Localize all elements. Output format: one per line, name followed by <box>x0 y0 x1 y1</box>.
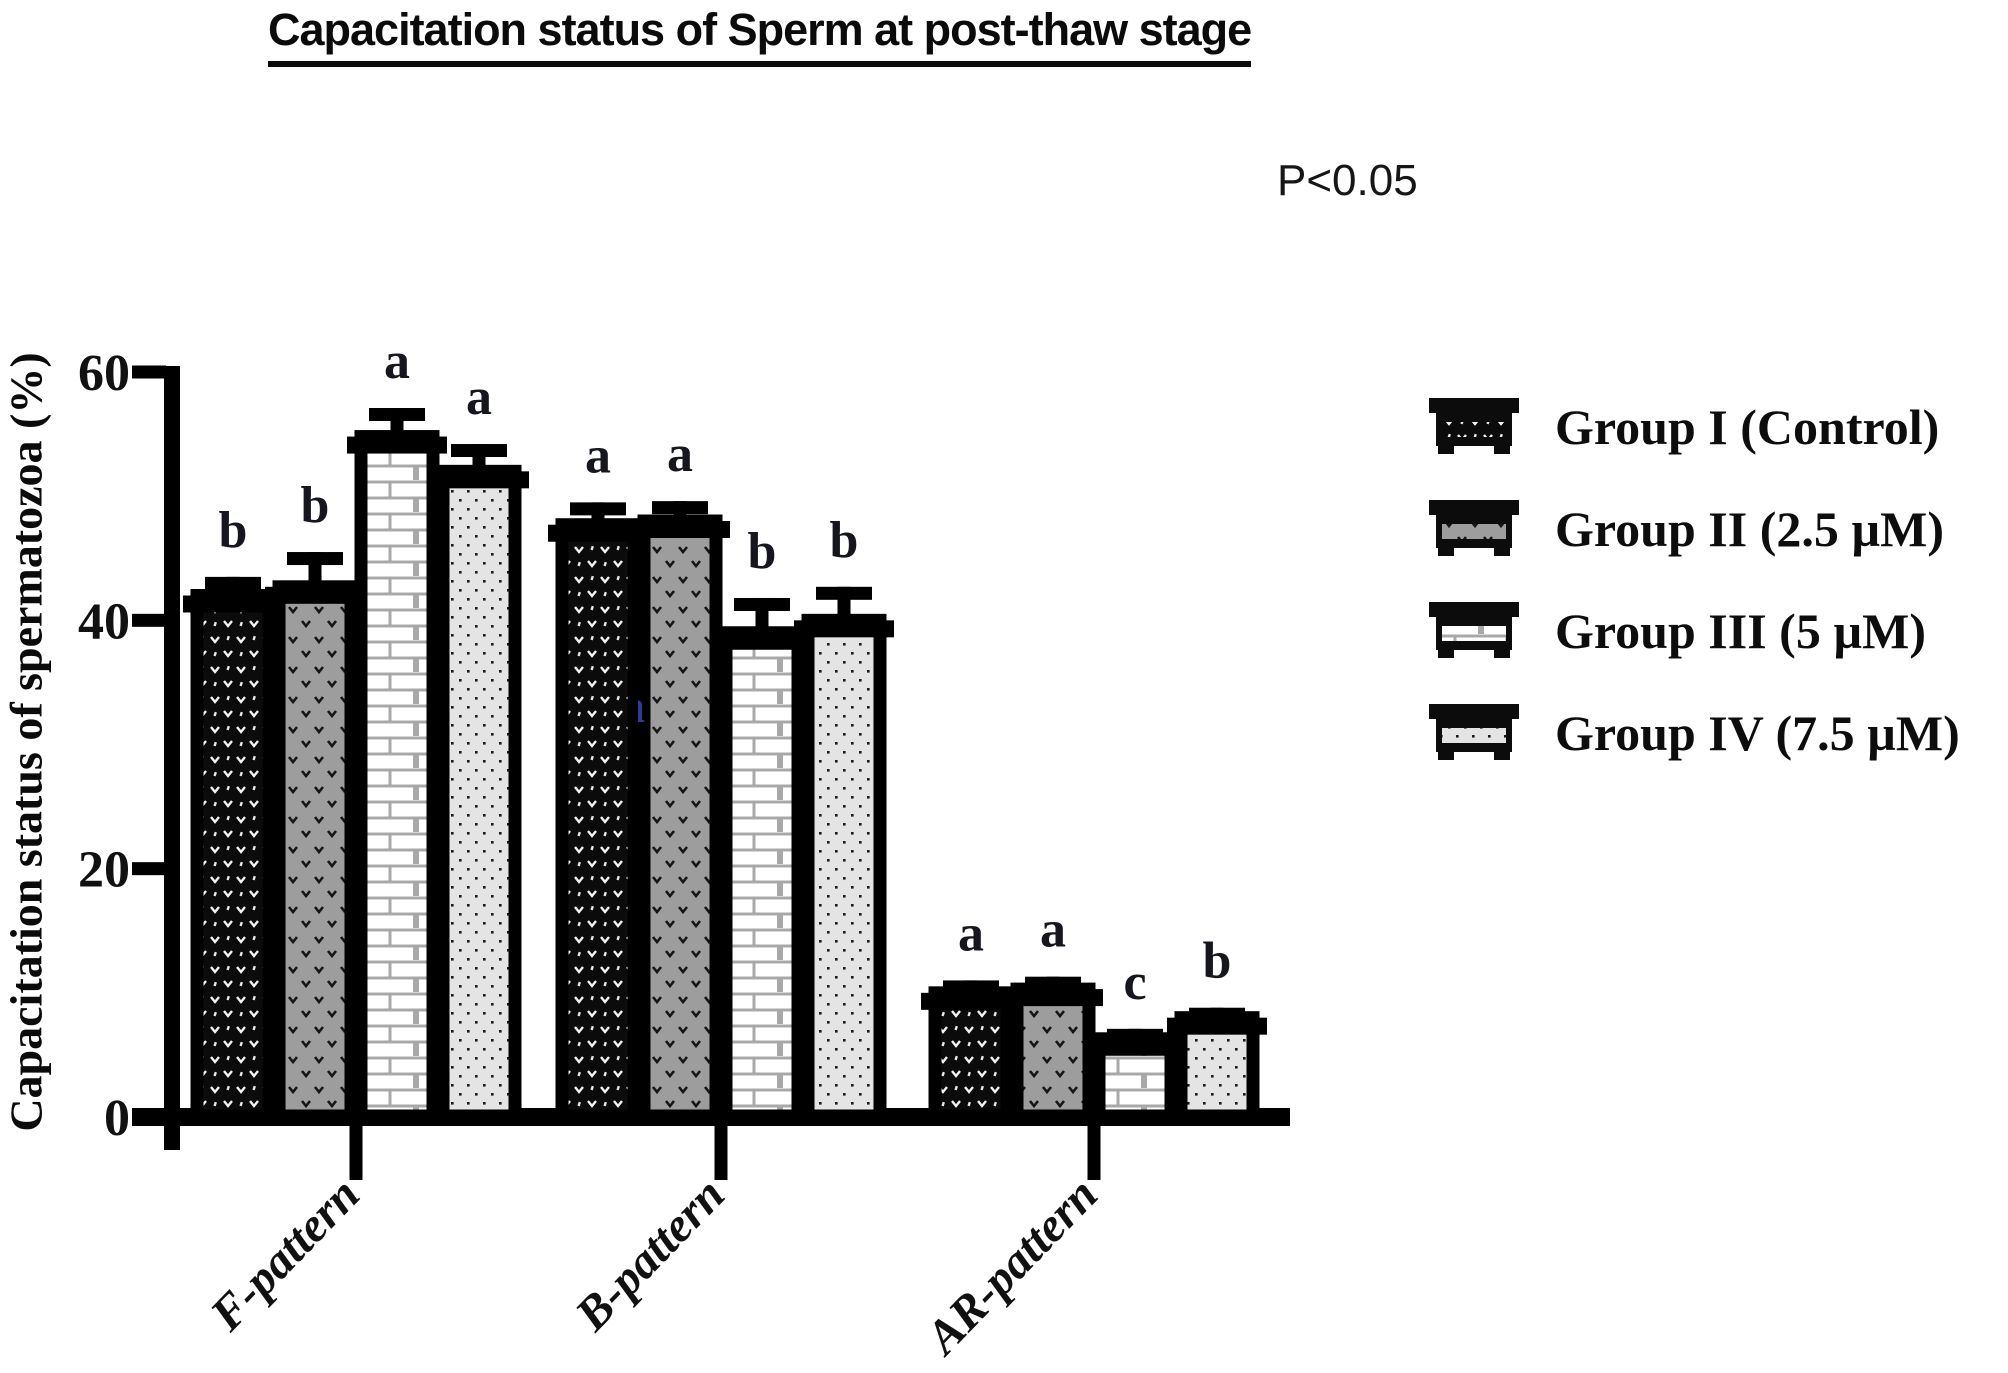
p-value-note: P<0.05 <box>1277 156 1418 205</box>
legend-item-2: Group II (2.5 µM) <box>1429 500 1960 558</box>
y-tick <box>132 365 166 379</box>
bar-AR-pattern-series-1 <box>921 980 1021 1123</box>
error-bar-cap <box>652 501 708 515</box>
category-label: B-pattern <box>565 1168 735 1342</box>
bar-top-cap <box>921 992 1021 1010</box>
y-tick <box>132 862 166 876</box>
bar-AR-pattern-series-4 <box>1167 1007 1267 1123</box>
legend-marker-white-brick-icon <box>1429 602 1519 658</box>
bar-AR-pattern-series-3 <box>1085 1028 1185 1123</box>
x-tick <box>714 1126 728 1180</box>
bar-fill <box>719 626 805 1123</box>
significance-letter: c <box>1123 954 1146 1011</box>
bar-fill <box>637 514 723 1123</box>
legend-label: Group IV (7.5 µM) <box>1555 705 1960 761</box>
bar-top-cap <box>347 436 447 454</box>
bar-top-cap <box>1167 1017 1267 1035</box>
bar-top-cap <box>1085 1038 1185 1056</box>
bar-top-cap <box>794 620 894 638</box>
x-tick <box>349 1126 363 1180</box>
category-label: AR-pattern <box>914 1168 1108 1366</box>
significance-letter: a <box>667 426 693 483</box>
category-label: F-pattern <box>200 1168 370 1342</box>
bar-top-cap <box>183 595 283 613</box>
significance-letter: b <box>219 502 248 559</box>
bar-fill <box>354 430 440 1123</box>
error-bar-cap <box>451 444 507 458</box>
error-bar-cap <box>570 502 626 516</box>
bar-fill <box>1010 982 1096 1123</box>
error-bar-cap <box>205 576 261 590</box>
error-bar-cap <box>287 552 343 566</box>
significance-letter: a <box>958 905 984 962</box>
error-bar-cap <box>369 408 425 422</box>
significance-letter: b <box>748 523 777 580</box>
bar-top-cap <box>265 586 365 604</box>
significance-letter: b <box>301 477 330 534</box>
bar-F-pattern-series-3 <box>347 408 447 1123</box>
y-tick-label: 0 <box>104 1090 130 1147</box>
bar-fill <box>190 589 276 1123</box>
legend-marker-gray-chevron-icon <box>1429 500 1519 556</box>
error-bar-cap <box>734 597 790 611</box>
legend: Group I (Control) Group II (2.5 µM) Group … <box>1429 398 1960 762</box>
bar-F-pattern-series-1 <box>183 576 283 1123</box>
y-tick-label: 20 <box>78 842 130 899</box>
legend-label: Group III (5 µM) <box>1555 603 1926 659</box>
significance-letter: a <box>1040 902 1066 959</box>
bar-top-cap <box>1003 989 1103 1007</box>
significance-letter: b <box>830 512 859 569</box>
x-tick <box>1087 1126 1101 1180</box>
bar-B-pattern-series-1 <box>548 502 648 1123</box>
significance-letter: a <box>585 427 611 484</box>
bar-F-pattern-series-2 <box>265 552 365 1123</box>
y-tick-label: 60 <box>78 345 130 402</box>
bar-top-cap <box>548 524 648 542</box>
bar-fill <box>555 518 641 1123</box>
bar-B-pattern-series-4 <box>794 586 894 1123</box>
y-tick <box>132 613 166 627</box>
significance-letter: a <box>384 333 410 390</box>
bar-B-pattern-series-3 <box>712 597 812 1123</box>
y-tick-label: 40 <box>78 593 130 650</box>
legend-label: Group I (Control) <box>1555 399 1940 455</box>
bar-F-pattern-series-4 <box>429 444 529 1123</box>
legend-marker-black-speckle-icon <box>1429 398 1519 454</box>
bar-fill <box>801 613 887 1123</box>
significance-letter: a <box>466 369 492 426</box>
legend-label: Group II (2.5 µM) <box>1555 501 1945 557</box>
y-axis-line <box>164 366 180 1150</box>
legend-marker-light-dots-icon <box>1429 704 1519 760</box>
stray-partial-letter: a <box>621 680 645 733</box>
bar-top-cap <box>712 632 812 650</box>
bar-top-cap <box>630 521 730 538</box>
bar-fill <box>928 986 1014 1123</box>
bar-top-cap <box>429 471 529 489</box>
error-bar-cap <box>816 586 872 600</box>
legend-item-3: Group III (5 µM) <box>1429 602 1960 660</box>
bar-fill <box>272 580 358 1123</box>
chart-title: Capacitation status of Sperm at post-tha… <box>268 4 1252 67</box>
bar-B-pattern-series-2 <box>630 501 730 1123</box>
bar-AR-pattern-series-2 <box>1003 976 1103 1123</box>
bar-fill <box>436 464 522 1123</box>
significance-letter: b <box>1203 933 1232 990</box>
legend-item-4: Group IV (7.5 µM) <box>1429 704 1960 762</box>
legend-item-1: Group I (Control) <box>1429 398 1960 456</box>
